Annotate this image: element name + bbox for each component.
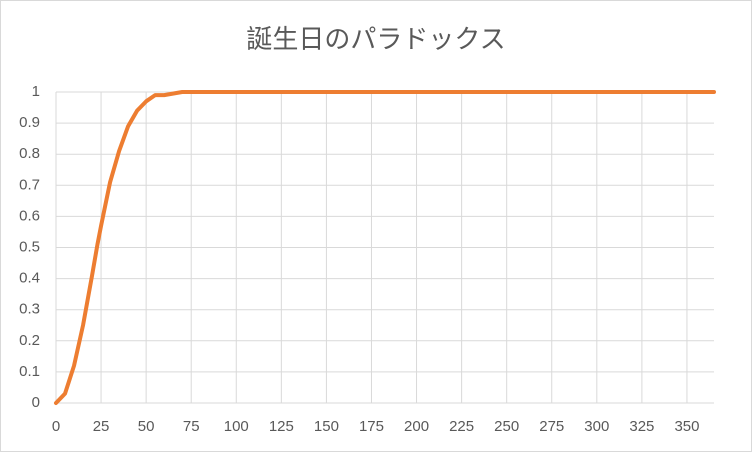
y-tick-label: 0.3 — [19, 301, 40, 318]
x-tick-label: 300 — [584, 418, 609, 435]
y-tick-label: 1 — [32, 83, 40, 100]
x-tick-label: 25 — [93, 418, 110, 435]
x-tick-label: 250 — [494, 418, 519, 435]
x-tick-label: 100 — [224, 418, 249, 435]
x-tick-label: 150 — [314, 418, 339, 435]
y-tick-label: 0.8 — [19, 145, 40, 162]
y-tick-label: 0.5 — [19, 238, 40, 255]
x-tick-label: 200 — [404, 418, 429, 435]
chart-title: 誕生日のパラドックス — [246, 24, 505, 54]
x-tick-label: 275 — [539, 418, 564, 435]
y-tick-label: 0.6 — [19, 207, 40, 224]
x-tick-label: 50 — [138, 418, 155, 435]
y-tick-label: 0.2 — [19, 332, 40, 349]
y-tick-label: 0.9 — [19, 114, 40, 131]
y-tick-label: 0.4 — [19, 270, 40, 287]
x-tick-label: 225 — [449, 418, 474, 435]
y-tick-label: 0.7 — [19, 176, 40, 193]
x-tick-label: 175 — [359, 418, 384, 435]
y-tick-label: 0.1 — [19, 363, 40, 380]
x-tick-label: 350 — [674, 418, 699, 435]
x-tick-label: 125 — [269, 418, 294, 435]
y-tick-label: 0 — [32, 394, 40, 411]
data-line — [54, 90, 716, 405]
x-tick-label: 325 — [629, 418, 654, 435]
x-tick-label: 75 — [183, 418, 200, 435]
x-tick-label: 0 — [52, 418, 60, 435]
